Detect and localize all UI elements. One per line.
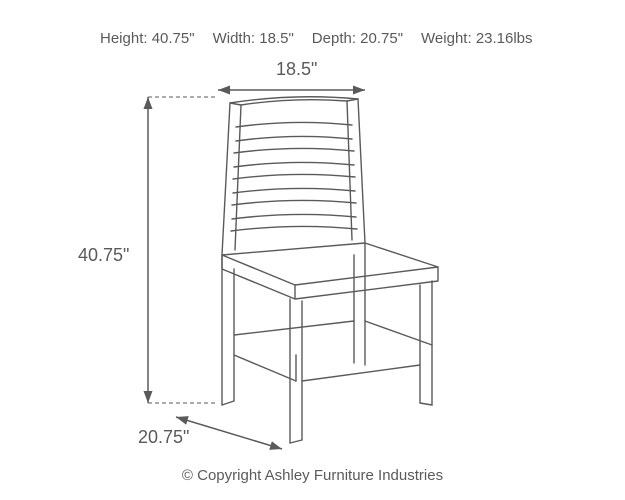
spec-weight-value: 23.16lbs bbox=[476, 30, 533, 47]
dim-width-label: 18.5" bbox=[276, 59, 317, 80]
spec-row: Height: 40.75" Width: 18.5" Depth: 20.75… bbox=[100, 30, 533, 47]
spec-height-value: 40.75" bbox=[152, 30, 195, 47]
dim-depth-label: 20.75" bbox=[138, 427, 189, 448]
spec-width-value: 18.5" bbox=[259, 30, 294, 47]
spec-weight: Weight: 23.16lbs bbox=[421, 30, 532, 47]
spec-width-label: Width: bbox=[213, 30, 256, 47]
spec-weight-label: Weight: bbox=[421, 30, 472, 47]
spec-depth-value: 20.75" bbox=[360, 30, 403, 47]
spec-width: Width: 18.5" bbox=[213, 30, 294, 47]
diagram-area: 18.5" 40.75" 20.75" bbox=[0, 55, 625, 455]
copyright-text: © Copyright Ashley Furniture Industries bbox=[0, 467, 625, 484]
spec-height-label: Height: bbox=[100, 30, 148, 47]
spec-height: Height: 40.75" bbox=[100, 30, 195, 47]
spec-depth-label: Depth: bbox=[312, 30, 356, 47]
dim-height-label: 40.75" bbox=[78, 245, 129, 266]
spec-depth: Depth: 20.75" bbox=[312, 30, 403, 47]
